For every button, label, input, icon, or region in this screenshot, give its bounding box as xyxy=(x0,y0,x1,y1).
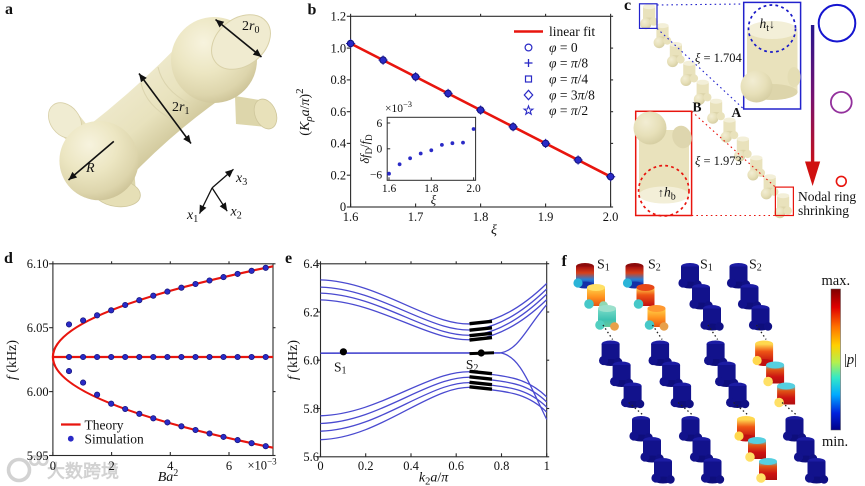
svg-text:δfD/fD: δfD/fD xyxy=(358,134,374,164)
svg-text:1.8: 1.8 xyxy=(473,210,489,224)
svg-text:ht↓: ht↓ xyxy=(760,16,776,34)
svg-text:Ba2: Ba2 xyxy=(158,468,179,485)
svg-text:6.05: 6.05 xyxy=(27,321,49,335)
svg-text:0.8: 0.8 xyxy=(494,459,510,473)
svg-text:x1: x1 xyxy=(186,208,198,225)
svg-text:0: 0 xyxy=(340,200,346,214)
svg-text:6: 6 xyxy=(376,118,382,130)
svg-text:shrinking: shrinking xyxy=(798,203,849,218)
svg-text:1: 1 xyxy=(544,459,550,473)
svg-text:Theory: Theory xyxy=(85,417,124,432)
svg-text:5.8: 5.8 xyxy=(303,402,319,416)
svg-text:Simulation: Simulation xyxy=(85,432,145,447)
svg-text:ξ: ξ xyxy=(491,223,497,238)
svg-text:4: 4 xyxy=(167,459,174,473)
svg-text:max.: max. xyxy=(822,273,851,289)
svg-text:φ = π/4: φ = π/4 xyxy=(549,72,588,87)
svg-text:min.: min. xyxy=(822,434,848,450)
svg-text:x2: x2 xyxy=(230,205,242,222)
svg-text:↑hb: ↑hb xyxy=(658,185,676,203)
svg-text:2: 2 xyxy=(108,459,114,473)
svg-text:f (kHz): f (kHz) xyxy=(5,340,20,380)
svg-text:1.6: 1.6 xyxy=(382,183,397,195)
svg-text:Nodal ring: Nodal ring xyxy=(798,189,856,204)
svg-text:1.9: 1.9 xyxy=(538,210,554,224)
svg-text:0.2: 0.2 xyxy=(358,459,374,473)
svg-text:0.4: 0.4 xyxy=(403,459,419,473)
svg-text:d: d xyxy=(4,250,13,267)
svg-text:大数跨境: 大数跨境 xyxy=(47,461,119,482)
svg-text:2.0: 2.0 xyxy=(603,210,619,224)
svg-text:e: e xyxy=(285,250,292,267)
svg-text:0.6: 0.6 xyxy=(448,459,464,473)
svg-text:ξ: ξ xyxy=(431,193,437,207)
svg-text:0.4: 0.4 xyxy=(330,137,346,151)
svg-text:B: B xyxy=(693,100,702,115)
svg-text:a: a xyxy=(5,1,13,18)
svg-text:−6: −6 xyxy=(370,169,382,181)
svg-text:0: 0 xyxy=(317,459,323,473)
svg-text:6.10: 6.10 xyxy=(27,257,49,271)
svg-text:φ = 0: φ = 0 xyxy=(549,40,578,55)
svg-text:f: f xyxy=(562,253,568,270)
svg-text:5.95: 5.95 xyxy=(27,449,49,463)
svg-text:1.2: 1.2 xyxy=(330,10,346,24)
svg-text:0: 0 xyxy=(376,144,382,156)
svg-text:(Kρa/π)2: (Kρa/π)2 xyxy=(294,88,315,135)
svg-text:c: c xyxy=(624,0,631,14)
svg-text:0.8: 0.8 xyxy=(330,73,346,87)
svg-text:ξ = 1.704: ξ = 1.704 xyxy=(695,51,743,65)
svg-text:φ = 3π/8: φ = 3π/8 xyxy=(549,88,595,103)
svg-text:f (kHz): f (kHz) xyxy=(286,340,301,380)
svg-text:A: A xyxy=(732,105,742,120)
svg-text:b: b xyxy=(308,2,317,19)
svg-text:2.0: 2.0 xyxy=(466,183,481,195)
svg-text:k2a/π: k2a/π xyxy=(419,471,449,486)
svg-text:6.4: 6.4 xyxy=(303,257,319,271)
svg-text:0: 0 xyxy=(50,459,56,473)
svg-text:5.6: 5.6 xyxy=(303,450,319,464)
svg-text:1.6: 1.6 xyxy=(343,210,359,224)
svg-text:R: R xyxy=(85,161,95,176)
svg-text:x3: x3 xyxy=(235,171,247,188)
svg-text:1.7: 1.7 xyxy=(408,210,424,224)
svg-text:1.8: 1.8 xyxy=(424,183,439,195)
svg-text:6.00: 6.00 xyxy=(27,385,49,399)
svg-text:|p|: |p| xyxy=(844,352,857,368)
svg-text:φ = π/8: φ = π/8 xyxy=(549,56,588,71)
svg-text:6.2: 6.2 xyxy=(303,305,319,319)
svg-text:1.0: 1.0 xyxy=(330,41,346,55)
svg-text:0.6: 0.6 xyxy=(330,105,346,119)
svg-text:6.0: 6.0 xyxy=(303,354,319,368)
svg-text:6: 6 xyxy=(226,459,232,473)
svg-text:φ = π/2: φ = π/2 xyxy=(549,103,588,118)
svg-text:0.2: 0.2 xyxy=(330,168,346,182)
svg-text:ξ = 1.973: ξ = 1.973 xyxy=(695,154,742,168)
svg-text:linear fit: linear fit xyxy=(549,24,595,39)
